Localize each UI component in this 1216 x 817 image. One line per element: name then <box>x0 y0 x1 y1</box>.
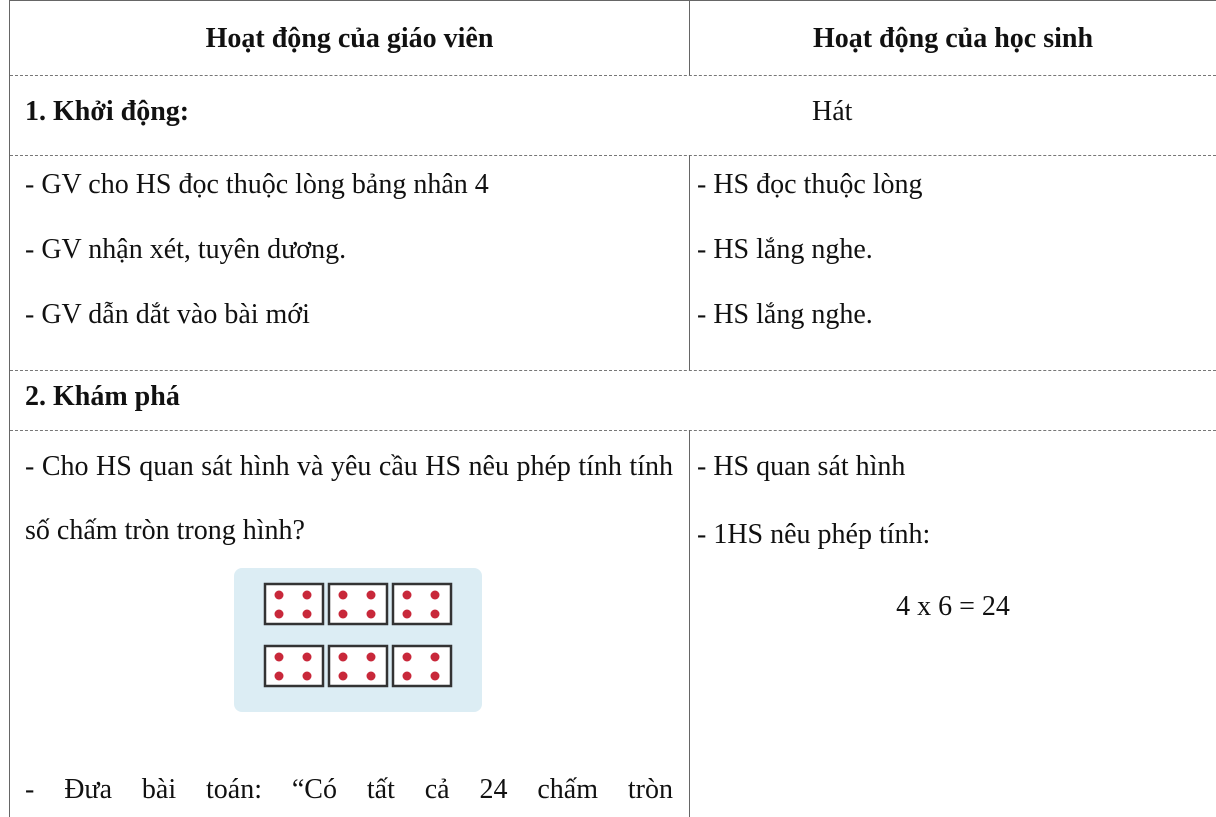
cell-text: - GV dẫn dắt vào bài mới <box>25 299 310 330</box>
dot-box <box>263 582 325 626</box>
dot-box <box>391 644 453 688</box>
dot-box <box>327 644 389 688</box>
header-cell: Hoạt động của giáo viên <box>205 23 494 54</box>
cell-paragraph: - Đưa bài toán: “Có tất cả 24 chấm tròn <box>25 774 673 805</box>
table-border <box>10 0 1216 1</box>
column-divider <box>689 0 690 75</box>
dot-box <box>327 582 389 626</box>
dot-box <box>391 582 453 626</box>
row-divider <box>10 430 1216 431</box>
dot-box <box>263 644 325 688</box>
cell-text: - 1HS nêu phép tính: <box>697 519 931 550</box>
cell-text: Hát <box>812 96 853 127</box>
table-border <box>9 0 10 817</box>
row-divider <box>10 370 1216 371</box>
cell-text: - HS đọc thuộc lòng <box>697 169 923 200</box>
cell-paragraph: - Cho HS quan sát hình và yêu cầu HS nêu… <box>25 451 673 546</box>
cell-text: - HS lắng nghe. <box>697 234 873 265</box>
row-divider <box>10 75 1216 76</box>
cell-text: - HS lắng nghe. <box>697 299 873 330</box>
section-title: 1. Khởi động: <box>25 96 190 127</box>
header-cell: Hoạt động của học sinh <box>812 23 1094 54</box>
column-divider <box>689 155 690 370</box>
row-divider <box>10 155 1216 156</box>
cell-text: - GV nhận xét, tuyên dương. <box>25 234 347 265</box>
section-title: 2. Khám phá <box>25 381 180 412</box>
cell-text: - GV cho HS đọc thuộc lòng bảng nhân 4 <box>25 169 489 200</box>
dot-picture <box>234 568 482 712</box>
column-divider <box>689 430 690 817</box>
cell-text: 4 x 6 = 24 <box>896 591 1010 622</box>
cell-text: - HS quan sát hình <box>697 451 906 482</box>
